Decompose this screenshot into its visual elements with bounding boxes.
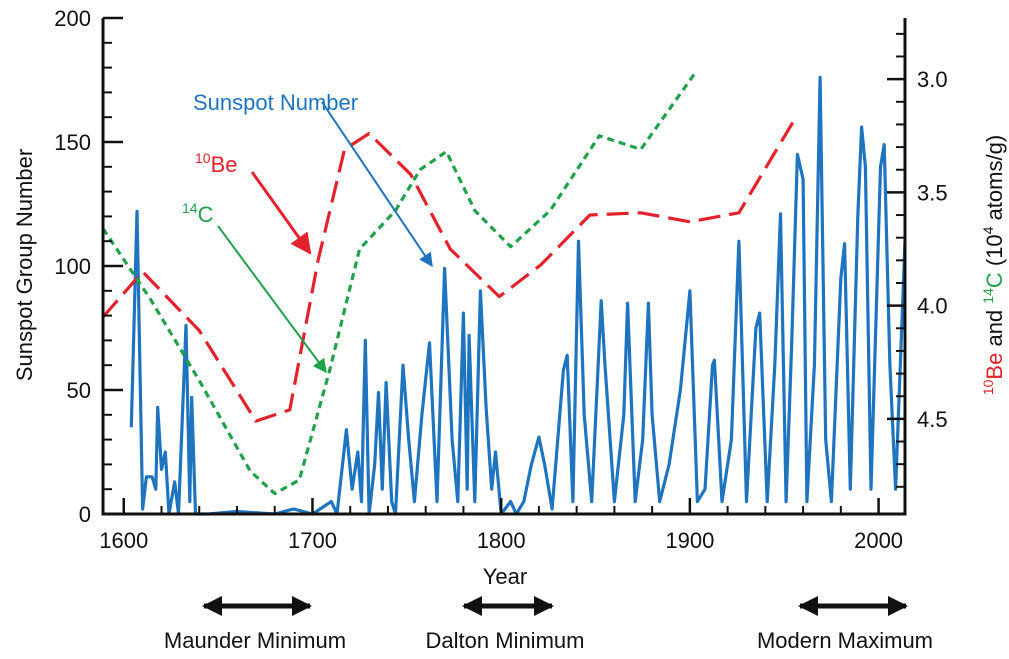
annotation: 14C	[182, 200, 214, 227]
y2-tick-label: 3.0	[917, 67, 948, 92]
y2-tick-label: 4.0	[917, 294, 948, 319]
y2-tick-label: 4.5	[917, 407, 948, 432]
data-line	[129, 75, 907, 516]
x-tick-label: 2000	[854, 528, 903, 553]
y2-axis-label-part: (10	[982, 234, 1007, 272]
annotation-arrow	[217, 225, 327, 374]
y-tick-label: 100	[54, 254, 91, 279]
period-label: Maunder Minimum	[164, 628, 346, 653]
x-tick-label: 1700	[288, 528, 337, 553]
annotation-sup: 10	[195, 150, 211, 166]
y-tick-label: 150	[54, 130, 91, 155]
y2-axis-label-part: and	[982, 304, 1007, 353]
annotation-arrow	[321, 101, 433, 268]
annotation-text: C	[198, 202, 214, 227]
x-axis-label: Year	[483, 564, 527, 589]
y2-axis-label-part: 10	[980, 379, 996, 395]
period-label: Dalton Minimum	[426, 628, 585, 653]
annotation-text: Be	[211, 152, 238, 177]
annotation-arrow	[250, 171, 312, 255]
period-label: Modern Maximum	[757, 628, 933, 653]
x-tick-label: 1900	[665, 528, 714, 553]
y-tick-label: 0	[79, 502, 91, 527]
y2-axis-label-part: Be	[982, 353, 1007, 380]
y2-axis-label: 10Be and 14C (104 atoms/g)	[980, 135, 1007, 395]
y-tick-label: 50	[67, 378, 91, 403]
data-line	[101, 116, 797, 423]
y2-tick-label: 3.5	[917, 180, 948, 205]
y-tick-label: 200	[54, 6, 91, 31]
annotation: Sunspot Number	[193, 90, 358, 115]
y2-axis-label-part: atoms/g)	[982, 135, 1007, 227]
x-tick-label: 1800	[477, 528, 526, 553]
annotation: 10Be	[195, 150, 238, 177]
y2-axis-label-part: 14	[980, 288, 996, 304]
x-tick-label: 1600	[99, 528, 148, 553]
y2-axis-label-part: 4	[980, 226, 996, 234]
annotation-sup: 14	[182, 200, 198, 216]
y2-axis-label-part: C	[982, 272, 1007, 288]
y-axis-label: Sunspot Group Number	[12, 149, 37, 381]
